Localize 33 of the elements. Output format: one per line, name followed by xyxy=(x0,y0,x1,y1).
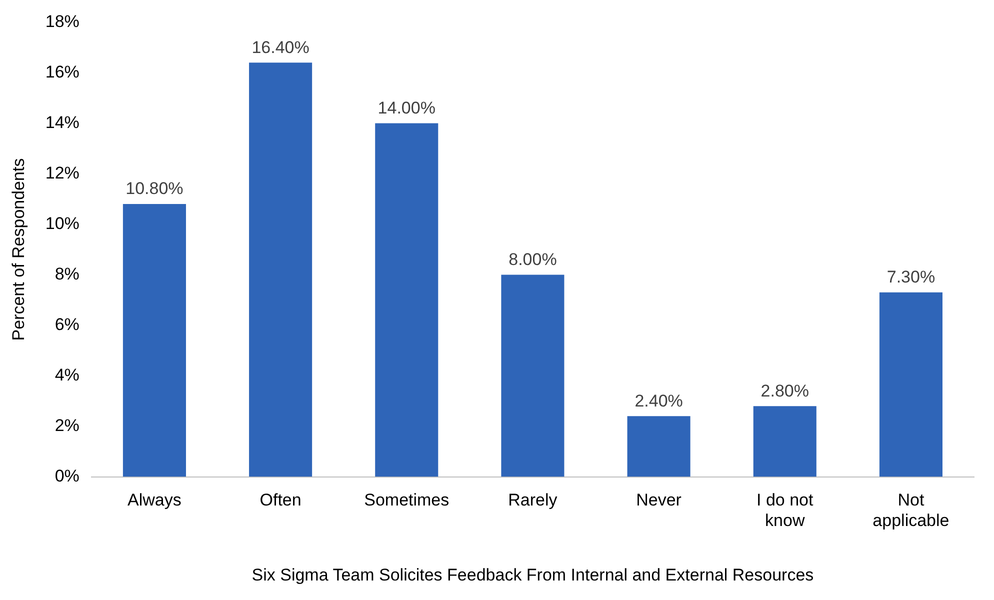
y-tick-label: 12% xyxy=(45,163,80,182)
x-tick-label: Never xyxy=(636,490,682,510)
data-label: 2.80% xyxy=(760,381,809,400)
y-tick-label: 6% xyxy=(54,314,80,334)
bar xyxy=(501,274,564,477)
x-tick-label: I do not know xyxy=(756,490,814,530)
x-tick-label: Not applicable xyxy=(872,490,950,530)
y-axis-title: Percent of Respondents xyxy=(8,158,28,341)
x-tick-label: Often xyxy=(260,490,302,510)
x-tick-label: Sometimes xyxy=(364,490,450,510)
x-tick-label: Rarely xyxy=(508,490,558,510)
y-tick-label: 16% xyxy=(45,62,80,82)
y-tick-label: 4% xyxy=(54,365,80,384)
y-tick-label: 8% xyxy=(54,264,80,284)
y-tick-label: 10% xyxy=(45,214,80,233)
y-tick-label: 18% xyxy=(45,12,80,31)
bar xyxy=(627,416,690,477)
x-axis-title: Six Sigma Team Solicites Feedback From Internal and External Resources xyxy=(252,565,814,584)
bar xyxy=(122,204,186,477)
bar xyxy=(753,406,816,477)
y-tick-label: 2% xyxy=(54,416,80,435)
bar xyxy=(249,62,312,477)
data-label: 8.00% xyxy=(508,250,557,269)
bar xyxy=(375,123,438,477)
bar xyxy=(879,292,942,477)
data-label: 2.40% xyxy=(634,391,683,410)
y-tick-label: 14% xyxy=(45,112,80,132)
data-label: 16.40% xyxy=(252,38,310,57)
x-tick-label: Always xyxy=(128,490,182,510)
data-label: 10.80% xyxy=(126,179,184,198)
data-label: 7.30% xyxy=(886,268,936,287)
data-label: 14.00% xyxy=(378,98,436,118)
y-tick-label: 0% xyxy=(54,466,80,486)
